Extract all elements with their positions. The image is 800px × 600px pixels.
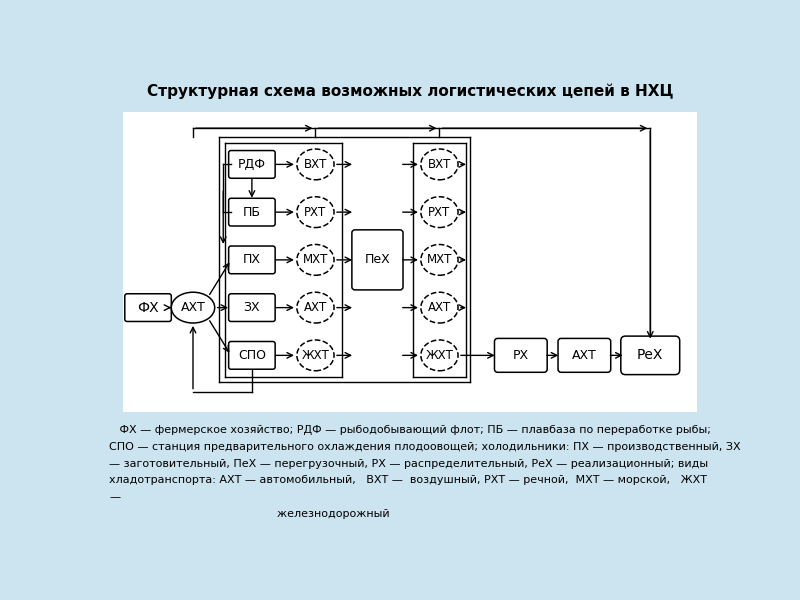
FancyBboxPatch shape <box>494 338 547 372</box>
Text: АХТ: АХТ <box>572 349 597 362</box>
Text: ВХТ: ВХТ <box>304 158 327 171</box>
Bar <box>123 112 697 412</box>
Text: РХ: РХ <box>513 349 529 362</box>
FancyBboxPatch shape <box>352 230 403 290</box>
Text: СПО — станция предварительного охлаждения плодоовощей; холодильники: ПХ — произв: СПО — станция предварительного охлаждени… <box>110 442 741 452</box>
Ellipse shape <box>171 292 214 323</box>
Text: — заготовительный, ПеХ — перегрузочный, РХ — распределительный, РеХ — реализацио: — заготовительный, ПеХ — перегрузочный, … <box>110 458 709 469</box>
Ellipse shape <box>421 340 458 371</box>
Bar <box>100 417 720 534</box>
Text: железнодорожный: железнодорожный <box>110 509 390 520</box>
Text: хладотранспорта: АХТ — автомобильный,   ВХТ —  воздушный, РХТ — речной,  МХТ — м: хладотранспорта: АХТ — автомобильный, ВХ… <box>110 475 707 485</box>
Ellipse shape <box>297 244 334 275</box>
Text: АХТ: АХТ <box>428 301 451 314</box>
Text: РХТ: РХТ <box>304 206 326 218</box>
Ellipse shape <box>421 149 458 180</box>
Text: ФХ: ФХ <box>138 301 159 314</box>
FancyBboxPatch shape <box>229 294 275 322</box>
Text: ЖХТ: ЖХТ <box>302 349 330 362</box>
Ellipse shape <box>297 197 334 227</box>
Text: ФХ — фермерское хозяйство; РДФ — рыбодобывающий флот; ПБ — плавбаза по переработ: ФХ — фермерское хозяйство; РДФ — рыбодоб… <box>110 425 711 434</box>
FancyBboxPatch shape <box>229 341 275 369</box>
Ellipse shape <box>297 340 334 371</box>
Text: АХТ: АХТ <box>304 301 327 314</box>
Text: ПеХ: ПеХ <box>365 253 390 266</box>
Text: ЗХ: ЗХ <box>243 301 260 314</box>
Text: РДФ: РДФ <box>238 158 266 171</box>
Ellipse shape <box>421 292 458 323</box>
Text: СПО: СПО <box>238 349 266 362</box>
Ellipse shape <box>297 292 334 323</box>
Text: Структурная схема возможных логистических цепей в НХЦ: Структурная схема возможных логистически… <box>146 83 674 99</box>
FancyBboxPatch shape <box>229 246 275 274</box>
FancyBboxPatch shape <box>229 151 275 178</box>
Text: РеХ: РеХ <box>637 349 663 362</box>
Text: РХТ: РХТ <box>428 206 450 218</box>
Text: АХТ: АХТ <box>181 301 206 314</box>
Ellipse shape <box>421 244 458 275</box>
Text: ПБ: ПБ <box>243 206 261 218</box>
FancyBboxPatch shape <box>125 294 171 322</box>
FancyBboxPatch shape <box>229 198 275 226</box>
FancyBboxPatch shape <box>558 338 610 372</box>
Ellipse shape <box>297 149 334 180</box>
Text: ВХТ: ВХТ <box>428 158 451 171</box>
Text: МХТ: МХТ <box>426 253 452 266</box>
Text: ПХ: ПХ <box>243 253 261 266</box>
Text: МХТ: МХТ <box>302 253 328 266</box>
Text: ЖХТ: ЖХТ <box>426 349 454 362</box>
Text: —: — <box>110 493 121 502</box>
Ellipse shape <box>421 197 458 227</box>
FancyBboxPatch shape <box>621 336 680 374</box>
